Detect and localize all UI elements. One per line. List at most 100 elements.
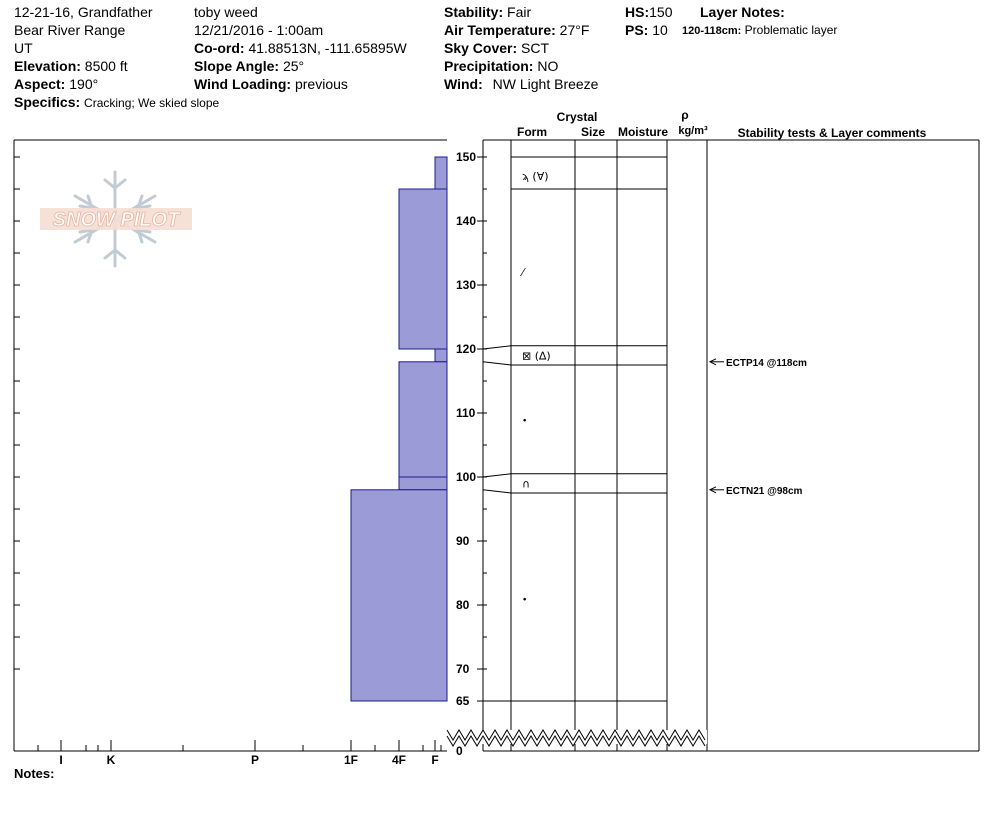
stability-test-0: ECTP14 @118cm [726, 358, 807, 369]
elevation-field: Elevation: 8500 ft [14, 57, 128, 75]
observer-name: toby weed [194, 4, 258, 20]
grain-form-0: ϡ (∀) [522, 170, 549, 183]
grain-form-5: • [522, 596, 527, 606]
coord-label: Co-ord: [194, 40, 245, 56]
col-rho: ρ [681, 108, 688, 122]
break-line-top [446, 729, 706, 741]
grain-form-1: ⁄ [519, 266, 526, 279]
slope-label: Slope Angle: [194, 58, 280, 74]
aspect-label: Aspect: [14, 76, 66, 92]
col-moisture: Moisture [618, 125, 668, 139]
hs-value: 150 [649, 4, 673, 20]
col-density-unit: kg/m³ [678, 125, 708, 137]
hs-label: HS: [625, 4, 650, 20]
stability-value: Fair [507, 4, 532, 20]
aspect-field: Aspect: 190° [14, 75, 98, 93]
layer-notes-label: Layer Notes: [700, 4, 785, 20]
air-temp-label: Air Temperature: [444, 22, 556, 38]
air-temp-value: 27°F [559, 22, 590, 38]
depth-label-100: 100 [456, 470, 476, 484]
logo-text: SNOW PILOT [53, 209, 181, 231]
slope-field: Slope Angle: 25° [194, 57, 304, 75]
hardness-bar-3 [398, 361, 448, 478]
depth-axis: 65 70 80 90 100 110 120 130 140 150 0 [456, 140, 484, 758]
slope-value: 25° [282, 58, 305, 74]
layer-connector-0 [482, 345, 512, 350]
elevation-label: Elevation: [14, 58, 81, 74]
state-name: UT [14, 40, 33, 56]
layer-table [483, 139, 980, 752]
depth-label-65: 65 [456, 694, 470, 708]
layer-connector-1 [482, 361, 512, 366]
sky-field: Sky Cover: SCT [444, 39, 549, 57]
sky-label: Sky Cover: [444, 40, 518, 56]
wind-loading-value: previous [294, 76, 348, 92]
elevation-value: 8500 ft [84, 58, 128, 74]
depth-label-zero: 0 [456, 744, 463, 758]
depth-label-70: 70 [456, 662, 470, 676]
specifics-label: Specifics: [14, 94, 81, 110]
depth-label-90: 90 [456, 534, 470, 548]
depth-label-140: 140 [456, 214, 476, 228]
stability-label: Stability: [444, 4, 504, 20]
ps-value: 10 [652, 22, 668, 38]
notes-label: Notes: [14, 766, 55, 781]
wind-loading-field: Wind Loading: previous [194, 75, 348, 93]
layer-boundaries [482, 156, 667, 702]
test-arrow-head-0 [708, 358, 717, 366]
hardness-label-F: F [431, 753, 438, 767]
axis-break [446, 729, 707, 747]
hardness-bar-2 [434, 348, 448, 363]
coord-value: 41.88513N, -111.65895W [248, 40, 407, 56]
hardness-label-P: P [251, 753, 259, 767]
precip-label: Precipitation: [444, 58, 534, 74]
range-name: Bear River Range [14, 22, 126, 38]
layer-note-text: Problematic layer [744, 23, 838, 37]
wind-label: Wind: [444, 76, 483, 92]
stability-field: Stability: Fair [444, 3, 531, 21]
precip-value: NO [537, 58, 559, 74]
hardness-label-K: K [107, 753, 116, 767]
depth-label-80: 80 [456, 598, 470, 612]
aspect-value: 190° [69, 76, 99, 92]
wind-field: Wind: NW Light Breeze [444, 75, 598, 93]
hardness-axis: I K P 1F 4F F [37, 740, 442, 767]
layer-note: 120-118cm: Problematic layer [682, 21, 837, 40]
grain-form-4: ∩ [522, 477, 530, 490]
site-title: 12-21-16, Grandfather [14, 4, 153, 20]
test-arrow-head-1 [708, 486, 717, 494]
ps-field: PS: 10 [625, 21, 668, 39]
layer-connector-2 [482, 473, 512, 478]
wind-value: NW Light Breeze [492, 76, 599, 92]
coord-field: Co-ord: 41.88513N, -111.65895W [194, 39, 407, 57]
grain-forms: ϡ (∀) ⁄ ⊠ (∆) • ∩ • [519, 170, 551, 605]
depth-label-120: 120 [456, 342, 476, 356]
hardness-label-I: I [59, 753, 62, 767]
hardness-bars [350, 156, 448, 702]
col-form: Form [517, 125, 547, 139]
air-temp-field: Air Temperature: 27°F [444, 21, 589, 39]
stability-test-1: ECTN21 @98cm [726, 486, 803, 497]
depth-label-150: 150 [456, 150, 476, 164]
break-line-bottom [446, 735, 706, 747]
wind-loading-label: Wind Loading: [194, 76, 292, 92]
col-comments: Stability tests & Layer comments [738, 126, 927, 140]
hs-field: HS:150 [625, 3, 672, 21]
col-size: Size [581, 125, 605, 139]
sky-value: SCT [521, 40, 550, 56]
hardness-bar-1 [398, 188, 448, 350]
depth-minor-ticks [14, 156, 487, 670]
observation-datetime: 12/21/2016 - 1:00am [194, 22, 324, 38]
depth-label-110: 110 [456, 406, 476, 420]
hardness-bar-0 [434, 156, 448, 190]
specifics-field: Specifics: Cracking; We skied slope [14, 93, 219, 112]
hardness-label-4F: 4F [392, 753, 406, 767]
hardness-bar-4 [398, 476, 448, 491]
layer-note-range: 120-118cm: [682, 25, 742, 37]
specifics-value: Cracking; We skied slope [84, 96, 220, 110]
stability-tests: ECTP14 @118cm ECTN21 @98cm [708, 358, 807, 497]
depth-label-130: 130 [456, 278, 476, 292]
grain-form-3: • [522, 416, 527, 426]
snowpilot-logo: SNOW PILOT [40, 170, 192, 268]
